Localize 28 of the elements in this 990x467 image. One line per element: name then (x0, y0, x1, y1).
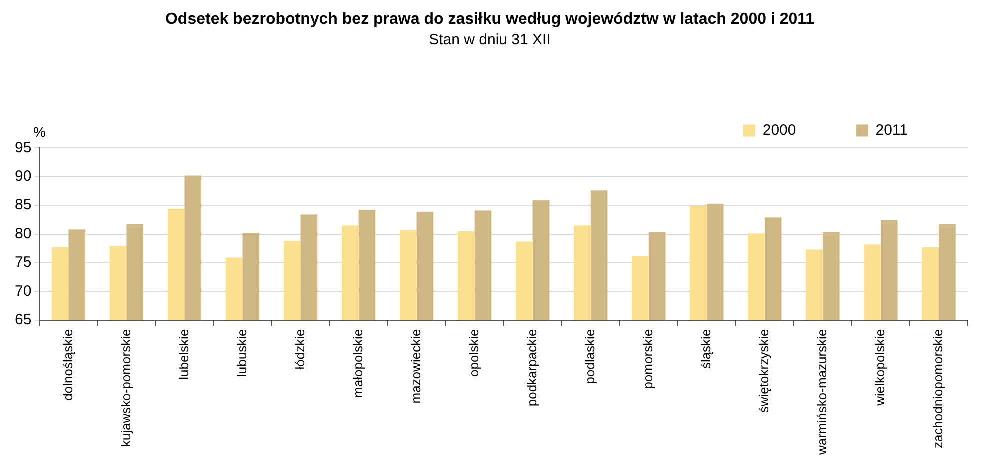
x-tick-label: lubuskie (234, 329, 250, 378)
x-tick-label: lubelskie (176, 329, 192, 380)
x-tick-label: warmińsko-mazurskie (814, 329, 830, 456)
y-tick-label: 75 (14, 254, 32, 272)
y-axis-title: % (33, 124, 46, 140)
x-tick-label: podlaskie (582, 329, 598, 384)
chart-subtitle: Stan w dniu 31 XII (429, 31, 551, 48)
x-tick-label: opolskie (466, 329, 482, 378)
x-tick-label: wielkopolskie (872, 329, 888, 407)
chart-title: Odsetek bezrobotnych bez prawa do zasiłku według województw w latach 2000 i 2011 (165, 11, 815, 28)
y-tick-label: 85 (14, 196, 32, 214)
y-tick-label: 70 (14, 282, 32, 300)
x-tick-label: mazowieckie (408, 329, 424, 404)
x-tick-label: łódzkie (292, 329, 308, 370)
x-tick-label: pomorskie (640, 329, 656, 390)
y-tick-label: 95 (14, 139, 32, 156)
x-tick-label: dolnośląskie (60, 329, 76, 401)
y-tick-label: 80 (14, 225, 32, 242)
x-tick-label: zachodniopomorskie (930, 329, 946, 449)
x-tick-label: świętokrzyskie (756, 329, 772, 414)
x-tick-label: podkarpackie (524, 329, 540, 407)
x-tick-label: śląskie (698, 329, 714, 370)
x-tick-label: kujawsko-pomorskie (118, 329, 134, 448)
x-tick-label: małopolskie (350, 329, 366, 398)
y-tick-label: 65 (14, 311, 32, 328)
y-tick-label: 90 (14, 168, 32, 186)
legend-label: 2000 (762, 122, 796, 139)
legend-label: 2011 (876, 122, 908, 139)
